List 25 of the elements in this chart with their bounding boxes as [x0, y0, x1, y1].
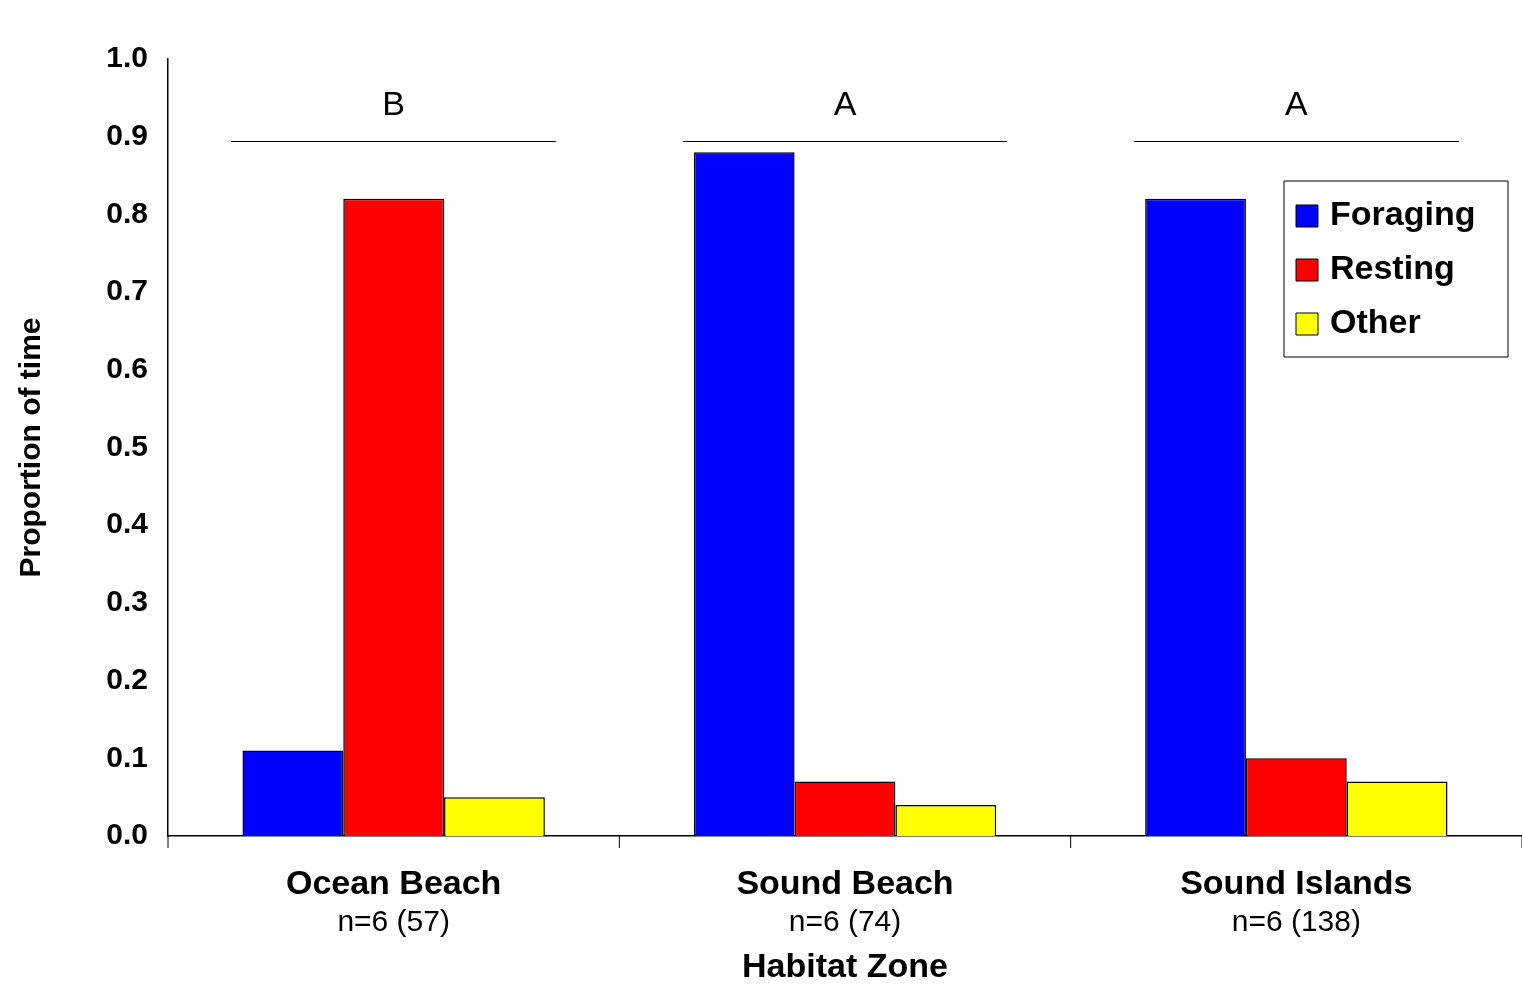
legend-label: Foraging: [1330, 194, 1476, 233]
y-tick-label: 0.4: [106, 506, 149, 540]
y-tick-label: 0.6: [106, 351, 148, 385]
y-axis-title: Proportion of time: [13, 317, 47, 578]
x-tick-label: Ocean Beach: [285, 862, 502, 901]
annotation: A: [833, 84, 857, 123]
annotation: B: [382, 84, 406, 123]
y-tick-label: 0.5: [106, 428, 148, 462]
text: n=6 (138): [1231, 904, 1361, 938]
x-axis-title: Habitat Zone: [742, 945, 948, 984]
legend-label: Resting: [1330, 248, 1455, 287]
y-tick-label: 0.9: [106, 117, 148, 151]
annotation: A: [1284, 84, 1308, 123]
x-tick-label: Sound Islands: [1180, 862, 1413, 901]
y-tick-label: 0.1: [106, 739, 148, 773]
legend-label: Other: [1330, 302, 1421, 341]
y-tick-label: 0.3: [106, 584, 148, 618]
y-tick-label: 0.8: [106, 195, 148, 229]
text: n=6 (74): [788, 904, 902, 938]
text: n=6 (57): [337, 904, 450, 938]
y-tick-label: 0.2: [106, 661, 148, 695]
y-tick-label: 1.0: [106, 40, 148, 74]
y-tick-label: 0.0: [106, 817, 148, 851]
y-tick-label: 0.7: [106, 273, 148, 307]
x-tick-label: Sound Beach: [736, 862, 954, 901]
